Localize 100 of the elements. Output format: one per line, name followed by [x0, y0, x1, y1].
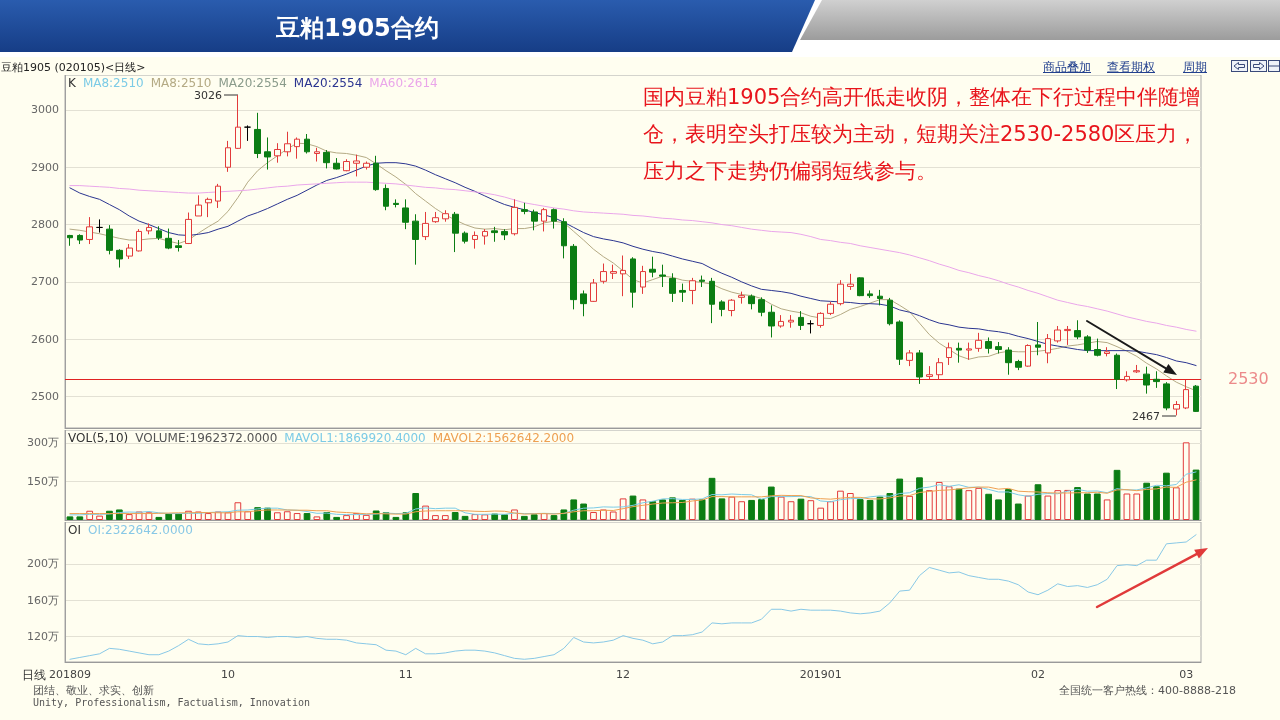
bar [1034, 484, 1042, 520]
candlestick [77, 233, 83, 245]
bar [1103, 499, 1111, 520]
candlestick [827, 301, 834, 316]
candlestick [817, 311, 824, 329]
candlestick [600, 263, 607, 285]
candlestick [788, 314, 794, 329]
candlestick [156, 225, 162, 241]
bar [659, 499, 666, 520]
bar [866, 499, 874, 520]
candlestick [551, 208, 557, 230]
y-tick-label: 200万 [27, 557, 59, 571]
candlestick [531, 209, 538, 231]
candlestick [1025, 343, 1031, 368]
candlestick [580, 289, 587, 317]
candlestick [916, 349, 923, 385]
bar [1054, 490, 1062, 520]
bar [925, 490, 933, 520]
candlestick [472, 230, 478, 250]
bar [1044, 495, 1052, 520]
x-tick-label: 11 [398, 668, 413, 681]
candlestick [620, 255, 626, 297]
candlestick [126, 243, 133, 260]
candlestick [1094, 338, 1101, 357]
candlestick [264, 136, 271, 171]
candlestick [402, 198, 409, 230]
candlestick [146, 222, 152, 235]
bar [451, 512, 459, 520]
candlestick [1114, 353, 1120, 390]
candlestick [679, 283, 686, 303]
candlestick [284, 131, 291, 157]
candlestick [304, 133, 310, 155]
y-tick-label: 2500 [31, 389, 59, 403]
bar [293, 513, 301, 520]
text: OI:2322642.0000 [87, 523, 193, 537]
text: MA60:2614 [369, 76, 438, 90]
x-tick-label: 12 [616, 668, 631, 681]
candlestick [67, 234, 73, 247]
bar [955, 488, 963, 520]
bar [807, 500, 815, 520]
chart-title: 豆粕1905合约 [276, 13, 439, 44]
candlestick [422, 211, 429, 241]
bar [175, 513, 182, 520]
candlestick [561, 217, 567, 259]
candlestick [501, 228, 508, 241]
text: MA20:2554 [293, 76, 363, 90]
bar [827, 501, 834, 520]
text: Unity, Professionalism, Factualism, Innovation [33, 697, 310, 708]
x-tick-label: 02 [1031, 668, 1046, 681]
bar [1093, 493, 1101, 520]
legend-title: VOL(5,10) [68, 431, 129, 445]
text: MA8:2510 [150, 76, 212, 90]
candlestick [96, 218, 103, 234]
candlestick [432, 211, 439, 224]
bar [1172, 487, 1180, 520]
bar [738, 501, 746, 520]
bar [392, 516, 400, 520]
text: 全国统一客户热线：400-8888-218 [1059, 683, 1236, 698]
bar [1084, 493, 1091, 520]
candlestick [541, 207, 547, 232]
bar [96, 515, 103, 520]
candlestick [442, 209, 449, 223]
bar [1192, 469, 1200, 520]
bar [718, 498, 726, 520]
bar [1143, 482, 1151, 520]
candlestick [699, 275, 705, 288]
candlestick [1104, 346, 1110, 357]
bar [846, 493, 854, 520]
line-series [69, 534, 1197, 660]
candlestick [412, 213, 419, 266]
bar [76, 516, 84, 520]
candlestick [225, 140, 231, 173]
bar [817, 507, 825, 520]
bar [590, 512, 597, 520]
bar [283, 511, 291, 520]
candlestick [728, 298, 735, 317]
candlestick [373, 155, 379, 192]
candlestick [205, 197, 212, 218]
candlestick [985, 336, 992, 354]
x-tick-label: 10 [220, 668, 235, 681]
candlestick [926, 365, 933, 380]
candlestick [956, 342, 962, 364]
bar [935, 481, 943, 520]
candlestick [798, 310, 804, 331]
candlestick [185, 212, 192, 245]
annotation: 2467 [1132, 409, 1160, 423]
bar [155, 516, 163, 520]
candlestick [640, 265, 646, 295]
candlestick [1064, 325, 1071, 346]
candlestick [768, 304, 775, 338]
bar [165, 513, 173, 520]
text: 查看期权 [1107, 59, 1155, 76]
candlestick [995, 341, 1002, 354]
legend-title: OI [68, 523, 81, 537]
bar [481, 514, 489, 520]
bar [432, 515, 439, 520]
x-tick-label: 03 [1179, 668, 1194, 681]
candlestick [511, 198, 518, 236]
text: 团结、敬业、求实、创新 [33, 683, 154, 698]
bar [333, 516, 341, 520]
